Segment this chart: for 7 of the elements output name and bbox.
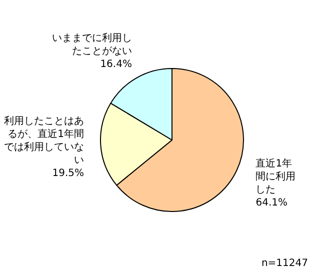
slice-label: 利用したことはあるが、直近1年間では利用していない <box>4 114 84 166</box>
data-label: 19.5% <box>52 168 84 179</box>
slice-label: 直近1年間に利用した <box>256 158 296 196</box>
text: n=11247 <box>261 258 308 269</box>
slice-label: いままでに利用したことがない <box>52 32 132 58</box>
data-label: 16.4% <box>100 59 132 70</box>
data-label: 64.1% <box>256 198 288 209</box>
